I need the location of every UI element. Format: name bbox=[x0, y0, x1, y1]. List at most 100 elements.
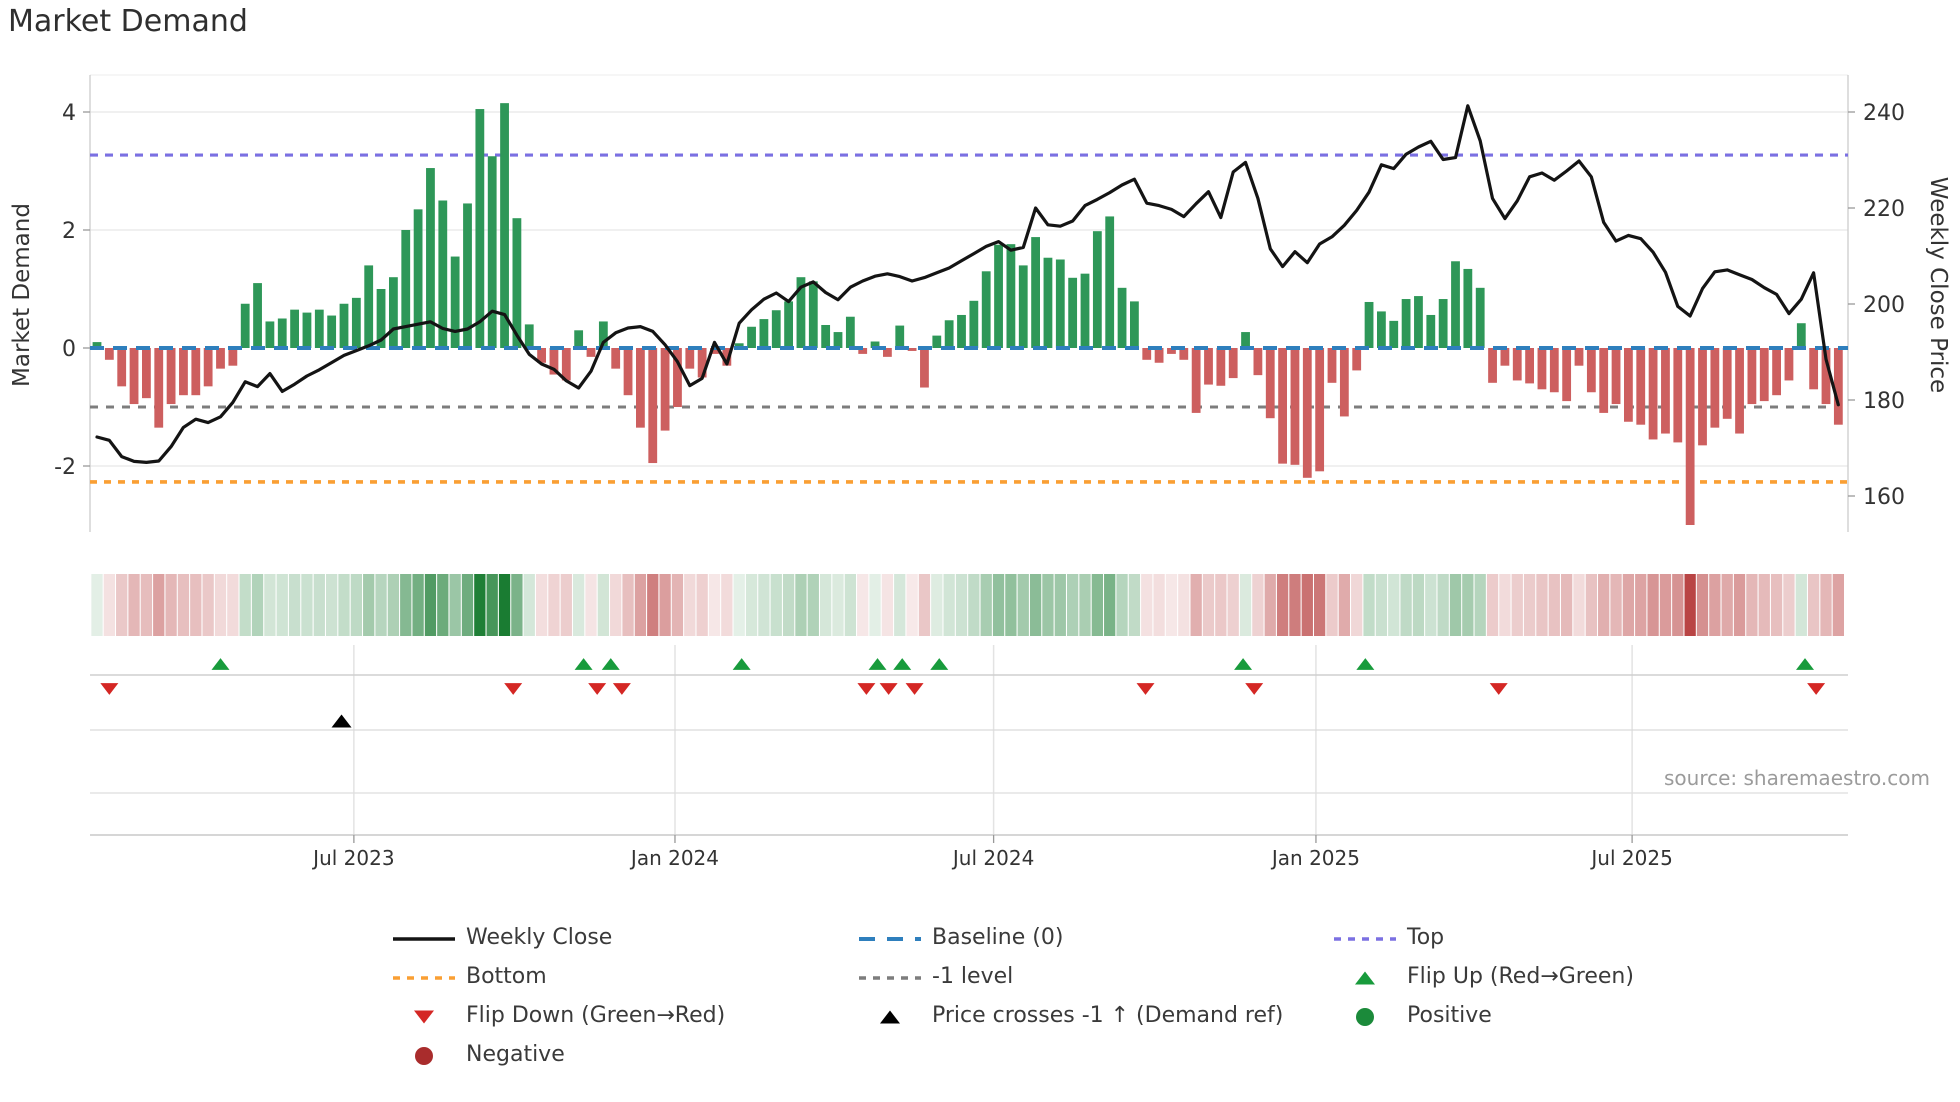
heatmap-cell bbox=[1375, 574, 1388, 636]
heatmap-cell bbox=[1128, 574, 1141, 636]
heatmap-cell bbox=[1511, 574, 1523, 636]
heatmap-cell bbox=[227, 574, 239, 636]
flip-down-marker bbox=[1489, 683, 1508, 695]
demand-bar bbox=[1685, 348, 1695, 525]
heatmap-cell bbox=[1820, 574, 1832, 636]
heatmap-cell bbox=[128, 574, 140, 636]
demand-bar bbox=[1500, 348, 1510, 366]
demand-bar bbox=[1154, 348, 1164, 363]
heatmap-cell bbox=[103, 574, 115, 636]
demand-bar bbox=[117, 348, 127, 387]
heatmap-cell bbox=[1523, 574, 1536, 636]
demand-bar bbox=[1401, 299, 1411, 348]
demand-bar bbox=[512, 218, 522, 348]
heatmap-cell bbox=[733, 574, 745, 636]
flip-down-marker bbox=[100, 683, 119, 695]
heatmap-cell bbox=[684, 574, 696, 636]
heatmap-cell bbox=[437, 574, 449, 636]
heatmap-cell bbox=[1832, 574, 1844, 636]
demand-bar bbox=[413, 209, 423, 348]
demand-bar bbox=[870, 341, 880, 348]
demand-bar bbox=[327, 315, 337, 348]
demand-bar bbox=[796, 277, 806, 348]
demand-bar bbox=[104, 348, 114, 360]
right-tick-label: 200 bbox=[1863, 293, 1905, 318]
heatmap-cell bbox=[610, 574, 622, 636]
demand-bar bbox=[722, 348, 732, 366]
demand-bar bbox=[1167, 348, 1176, 354]
heatmap-cell bbox=[1598, 574, 1610, 636]
demand-bar bbox=[1586, 348, 1596, 393]
heatmap-cell bbox=[647, 574, 659, 636]
heatmap-cell bbox=[1351, 574, 1363, 636]
price-line bbox=[95, 104, 1840, 464]
heatmap-cell bbox=[931, 574, 943, 636]
demand-bar bbox=[426, 168, 435, 348]
demand-bar bbox=[1475, 287, 1485, 348]
heatmap-cell bbox=[992, 574, 1005, 636]
axis-labels: 4 2 0 -2 240 220 200 180 160 Jul 2023 Jan 2024 Jul … bbox=[54, 101, 1905, 870]
heatmap-cell bbox=[535, 574, 548, 636]
demand-bar bbox=[1080, 273, 1090, 348]
demand-bar bbox=[1265, 348, 1275, 419]
demand-bar bbox=[1463, 268, 1473, 348]
heatmap-cell bbox=[1412, 574, 1425, 636]
demand-bar bbox=[475, 109, 485, 348]
heatmap-cell bbox=[165, 574, 177, 636]
demand-bar bbox=[697, 348, 707, 378]
demand-heatmap bbox=[91, 574, 1844, 636]
demand-bar bbox=[1414, 296, 1423, 348]
demand-bar bbox=[957, 314, 966, 348]
heatmap-cell bbox=[239, 574, 251, 636]
heatmap-cell bbox=[955, 574, 968, 636]
heatmap-cell bbox=[190, 574, 202, 636]
flip-down-marker bbox=[504, 683, 523, 695]
demand-bar bbox=[376, 289, 386, 348]
heatmap-cell bbox=[1017, 574, 1029, 636]
heatmap-cell bbox=[548, 574, 560, 636]
x-tick-label: Jul 2024 bbox=[951, 846, 1034, 870]
heatmap-cell bbox=[844, 574, 856, 636]
demand-bar bbox=[1018, 265, 1028, 348]
heatmap-cell bbox=[1326, 574, 1338, 636]
demand-bar bbox=[302, 312, 312, 348]
demand-bar bbox=[907, 348, 917, 351]
left-tick-label: 4 bbox=[62, 101, 76, 126]
demand-bar bbox=[1710, 348, 1720, 428]
heatmap-cell bbox=[807, 574, 819, 636]
heatmap-cell bbox=[1721, 574, 1733, 636]
heatmap-cell bbox=[869, 574, 881, 636]
demand-bar bbox=[253, 283, 262, 348]
demand-bar bbox=[339, 303, 349, 348]
demand-bar bbox=[685, 348, 695, 369]
heatmap-cell bbox=[1190, 574, 1202, 636]
demand-bar bbox=[759, 319, 769, 348]
demand-bar bbox=[1574, 348, 1584, 366]
heatmap-cell bbox=[1165, 574, 1178, 636]
heatmap-cell bbox=[1499, 574, 1511, 636]
demand-bar bbox=[636, 348, 645, 428]
heatmap-cell bbox=[943, 574, 955, 636]
flip-down-marker bbox=[1136, 683, 1155, 695]
heatmap-cell bbox=[1400, 574, 1412, 636]
demand-bar bbox=[265, 321, 275, 348]
demand-bar bbox=[1599, 348, 1609, 413]
demand-bar bbox=[351, 297, 361, 348]
demand-bar bbox=[524, 324, 534, 348]
demand-bar bbox=[228, 348, 238, 366]
heatmap-cell bbox=[1289, 574, 1301, 636]
demand-bar bbox=[784, 301, 793, 348]
heatmap-cell bbox=[832, 574, 844, 636]
demand-bar bbox=[1512, 348, 1522, 381]
heatmap-cell bbox=[375, 574, 387, 636]
demand-bar bbox=[1228, 348, 1238, 379]
demand-bar bbox=[1105, 216, 1115, 348]
weekly-close-line bbox=[95, 104, 1840, 464]
marker-panel bbox=[90, 645, 1848, 836]
demand-bar bbox=[203, 348, 213, 387]
demand-bar bbox=[1537, 348, 1547, 390]
demand-bar bbox=[883, 348, 892, 357]
right-axis-title: Weekly Close Price bbox=[1925, 176, 1951, 394]
heatmap-cell bbox=[387, 574, 400, 636]
